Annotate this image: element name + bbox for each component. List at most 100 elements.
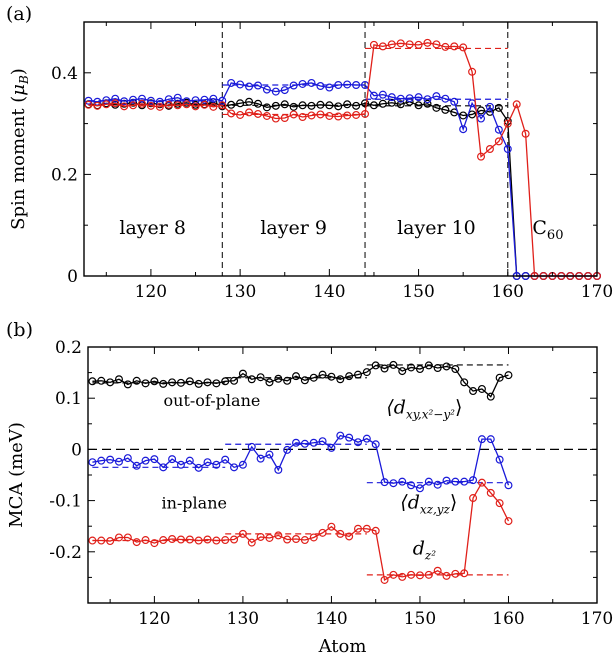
data-point-marker <box>150 455 159 464</box>
data-point-marker <box>168 534 177 543</box>
data-point-marker <box>486 488 495 497</box>
data-point-marker <box>495 455 504 464</box>
panel-b-mca-chart: 120 130 140 150 160 170 -0.2 -0.1 0 0.1 0.2 MCA (me… <box>6 338 613 656</box>
data-point-marker <box>300 536 309 545</box>
data-point-marker <box>336 529 345 538</box>
data-point-marker <box>433 566 442 575</box>
data-point-marker <box>247 442 256 451</box>
data-point-marker <box>265 533 274 542</box>
data-point-marker <box>345 532 354 541</box>
data-point-marker <box>414 40 423 49</box>
data-point-marker <box>114 533 123 542</box>
data-point-marker <box>141 379 150 388</box>
data-point-marker <box>221 377 230 386</box>
data-point-marker <box>459 43 468 52</box>
data-point-marker <box>253 109 262 118</box>
data-point-marker <box>371 361 380 370</box>
data-point-marker <box>141 456 150 465</box>
data-point-marker <box>309 533 318 542</box>
data-point-marker <box>262 85 271 94</box>
plot-frame <box>87 346 598 604</box>
data-point-marker <box>389 479 398 488</box>
data-point-marker <box>245 97 254 106</box>
data-point-marker <box>300 439 309 448</box>
series-line <box>88 82 597 277</box>
data-point-marker <box>274 374 283 383</box>
data-point-marker <box>253 99 262 108</box>
data-point-marker <box>495 499 504 508</box>
data-point-marker <box>247 538 256 547</box>
y-tick-label: 0.2 <box>51 165 78 185</box>
data-point-marker <box>203 378 212 387</box>
series-line <box>92 434 510 490</box>
orbital-annotation: ⟨dxz,yz⟩ <box>400 491 457 516</box>
data-point-marker <box>146 99 155 108</box>
data-point-marker <box>212 460 221 469</box>
data-point-marker <box>185 535 194 544</box>
data-point-marker <box>353 524 362 533</box>
data-point-marker <box>318 437 327 446</box>
data-point-marker <box>146 101 155 110</box>
data-point-marker <box>221 536 230 545</box>
data-point-marker <box>441 42 450 51</box>
data-point-marker <box>173 101 182 110</box>
data-point-marker <box>345 372 354 381</box>
data-point-marker <box>353 438 362 447</box>
data-point-marker <box>318 370 327 379</box>
data-point-marker <box>194 379 203 388</box>
data-point-marker <box>460 378 469 387</box>
data-point-marker <box>88 536 97 545</box>
data-point-marker <box>477 106 486 115</box>
data-point-marker <box>353 370 362 379</box>
data-point-marker <box>191 96 200 105</box>
data-point-marker <box>245 82 254 91</box>
data-point-marker <box>256 454 265 463</box>
data-point-marker <box>289 102 298 111</box>
data-point-marker <box>396 100 405 109</box>
data-point-marker <box>442 362 451 371</box>
data-point-marker <box>414 93 423 102</box>
series-line <box>92 364 509 398</box>
data-point-marker <box>485 145 494 154</box>
data-point-marker <box>168 378 177 387</box>
data-point-marker <box>159 379 168 388</box>
data-point-marker <box>236 80 245 89</box>
data-point-marker <box>387 40 396 49</box>
data-point-marker <box>424 477 433 486</box>
data-point-marker <box>182 100 191 109</box>
x-tick-label: 160 <box>492 609 524 629</box>
data-point-marker <box>88 458 97 467</box>
data-point-marker <box>415 484 424 493</box>
data-point-marker <box>292 438 301 447</box>
data-point-marker <box>106 455 115 464</box>
data-point-marker <box>129 101 138 110</box>
data-point-marker <box>200 95 209 104</box>
data-point-marker <box>132 376 141 385</box>
data-point-marker <box>307 78 316 87</box>
data-point-marker <box>185 456 194 465</box>
data-point-marker <box>423 38 432 47</box>
orbital-annotation: ⟨dxy,x²−y²⟩ <box>386 397 462 422</box>
layer-region-label: layer 9 <box>260 217 327 239</box>
data-point-marker <box>309 438 318 447</box>
data-point-marker <box>159 536 168 545</box>
data-point-marker <box>212 536 221 545</box>
data-point-marker <box>123 380 132 389</box>
data-point-marker <box>316 110 325 119</box>
data-point-marker <box>238 529 247 538</box>
data-point-marker <box>227 100 236 109</box>
data-point-marker <box>194 536 203 545</box>
data-point-marker <box>203 458 212 467</box>
data-point-marker <box>398 572 407 581</box>
data-point-marker <box>460 569 469 578</box>
data-point-marker <box>325 83 334 92</box>
data-point-marker <box>450 97 459 106</box>
data-point-marker <box>106 378 115 387</box>
data-point-marker <box>97 536 106 545</box>
x-tick-label: 150 <box>404 609 436 629</box>
data-point-marker <box>494 103 503 112</box>
data-point-marker <box>432 40 441 49</box>
data-point-marker <box>371 440 380 449</box>
data-point-marker <box>93 97 102 106</box>
